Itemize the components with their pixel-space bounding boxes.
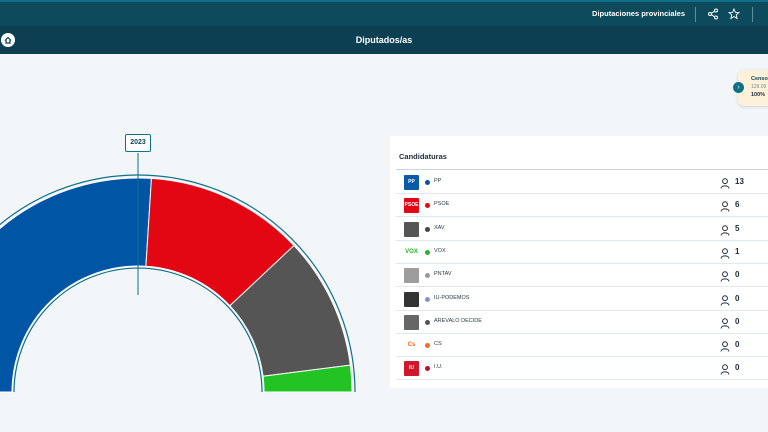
year-label[interactable]: 2023 — [125, 134, 151, 152]
party-name: PP — [434, 178, 442, 184]
person-icon — [720, 246, 730, 259]
home-icon — [4, 36, 12, 44]
home-button[interactable] — [1, 33, 15, 47]
party-seats: 0 — [735, 316, 740, 326]
censo-label: Censo — [751, 76, 768, 82]
hemicycle-slice-pp[interactable] — [0, 177, 152, 393]
section-title[interactable]: Diputaciones provinciales — [592, 9, 685, 18]
party-seats: 0 — [735, 270, 740, 280]
hemicycle-chart — [0, 153, 356, 393]
arrow-right-icon[interactable]: › — [733, 82, 744, 93]
candidatura-row-pntav[interactable]: PNTAV 0 — [396, 264, 768, 288]
party-color-dot — [425, 296, 430, 302]
party-name: IU-PODEMOS — [434, 294, 470, 301]
party-name: VOX — [434, 247, 446, 254]
person-icon — [720, 269, 730, 282]
party-logo: PSOE — [404, 198, 419, 214]
party-logo: VOX — [404, 244, 419, 260]
party-name: PSOE — [434, 201, 450, 208]
share-icon[interactable] — [707, 8, 719, 20]
person-icon — [720, 316, 730, 329]
person-icon — [720, 339, 730, 352]
party-name: AREVALO DECIDE — [434, 317, 482, 324]
censo-value: 129.09 — [751, 84, 767, 90]
person-icon — [720, 176, 730, 189]
party-color-dot — [425, 319, 430, 325]
party-seats: 0 — [735, 363, 740, 373]
party-logo — [404, 291, 419, 307]
party-name: XAV — [434, 224, 445, 231]
candidatura-row-arevalo-decide[interactable]: AREVALO DECIDE 0 — [396, 311, 768, 334]
person-icon — [720, 362, 730, 376]
candidatura-row-cs[interactable]: Cs CS 0 — [396, 334, 768, 358]
party-logo: PP — [404, 175, 419, 190]
party-logo: IU — [404, 361, 419, 377]
party-seats: 0 — [735, 293, 740, 303]
party-seats: 13 — [735, 177, 744, 186]
party-name: I.U. — [434, 364, 443, 371]
party-seats: 0 — [735, 340, 740, 350]
divider — [695, 7, 696, 22]
party-seats: 5 — [735, 223, 740, 233]
party-logo — [404, 221, 419, 237]
party-color-dot — [425, 203, 430, 209]
party-logo — [404, 314, 419, 330]
person-icon — [720, 223, 730, 236]
party-color-dot — [425, 273, 430, 279]
top-bar: Diputaciones provinciales — [0, 0, 768, 26]
divider — [396, 169, 768, 170]
party-seats: 1 — [735, 246, 740, 256]
page-title: Diputados/as — [355, 35, 413, 45]
party-color-dot — [425, 249, 430, 255]
party-color-dot — [425, 366, 430, 372]
party-logo — [404, 268, 419, 284]
censo-percent: 100% — [751, 92, 766, 98]
subheader-bar: Diputados/as — [0, 26, 768, 54]
star-icon[interactable] — [728, 8, 740, 20]
panel-title: Candidaturas — [399, 152, 447, 161]
candidaturas-panel: Candidaturas PP PP 13 PSOE PSOE 6 XAV 5 VOX VOX 1 P… — [390, 136, 768, 388]
candidatura-row-xav[interactable]: XAV 5 — [396, 218, 768, 241]
censo-card[interactable]: › Censo 129.09 100% — [733, 70, 768, 106]
person-icon — [720, 199, 730, 212]
party-color-dot — [425, 180, 430, 185]
party-color-dot — [425, 226, 430, 232]
divider — [752, 7, 753, 22]
person-icon — [720, 293, 730, 306]
candidatura-row-psoe[interactable]: PSOE PSOE 6 — [396, 194, 768, 218]
party-seats: 6 — [735, 200, 740, 210]
candidatura-row-iu-podemos[interactable]: IU-PODEMOS 0 — [396, 288, 768, 311]
party-color-dot — [425, 343, 430, 349]
candidatura-row-pp[interactable]: PP PP 13 — [396, 171, 768, 194]
party-name: CS — [434, 341, 442, 348]
hemicycle-slice-vox[interactable] — [262, 364, 353, 393]
party-name: PNTAV — [434, 271, 452, 278]
candidatura-row-vox[interactable]: VOX VOX 1 — [396, 241, 768, 264]
party-logo: Cs — [404, 338, 419, 354]
candidatura-row-i-u-[interactable]: IU I.U. 0 — [396, 357, 768, 381]
